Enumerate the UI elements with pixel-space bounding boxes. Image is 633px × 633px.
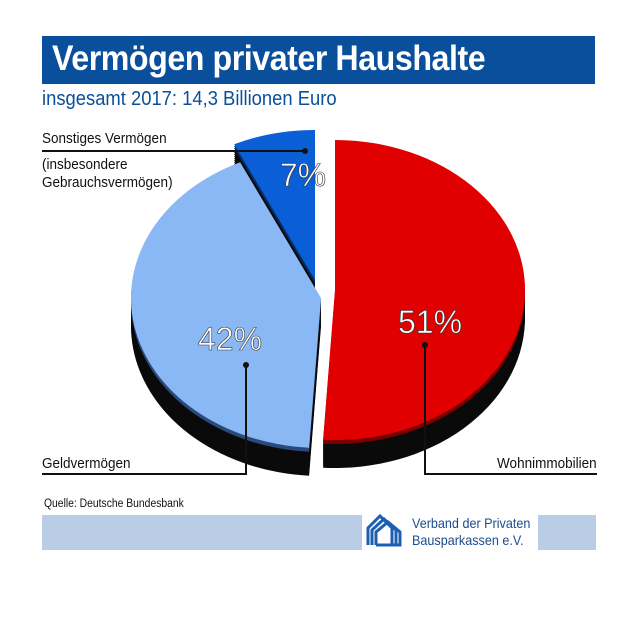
- label-wohn: Wohnimmobilien: [497, 455, 597, 472]
- label-geld: Geldvermögen: [42, 455, 131, 472]
- label-sonstiges: Sonstiges Vermögen: [42, 130, 167, 147]
- leader-geld: [42, 365, 247, 475]
- chart-subtitle: insgesamt 2017: 14,3 Billionen Euro: [42, 88, 337, 110]
- value-label-wohn: 51%: [398, 304, 462, 340]
- label-sonstiges-sub: (insbesondere Gebrauchsvermögen): [42, 156, 173, 191]
- leader-wohn: [424, 345, 597, 475]
- source-note: Quelle: Deutsche Bundesbank: [44, 498, 184, 510]
- footer-band-left: [42, 515, 362, 550]
- leader-dot-sonstiges: [302, 148, 308, 154]
- publisher-line2: Bausparkassen e.V.: [412, 532, 524, 548]
- title-bar: Vermögen privater Haushalte: [42, 36, 595, 84]
- publisher-name: Verband der Privaten Bausparkassen e.V.: [412, 515, 530, 549]
- publisher-line1: Verband der Privaten: [412, 515, 531, 531]
- slice-geldvermögen: [130, 162, 321, 448]
- chart-title: Vermögen privater Haushalte: [52, 39, 486, 78]
- leader-dot-wohn: [422, 342, 428, 348]
- slice-sonstiges-vermögen: [234, 130, 315, 280]
- footer-band-right: [538, 515, 596, 550]
- value-label-geld: 42%: [198, 321, 262, 357]
- slice-wohnimmobilien: [323, 140, 525, 440]
- value-label-sonstiges: 7%: [280, 157, 326, 193]
- leader-dot-geld: [243, 362, 249, 368]
